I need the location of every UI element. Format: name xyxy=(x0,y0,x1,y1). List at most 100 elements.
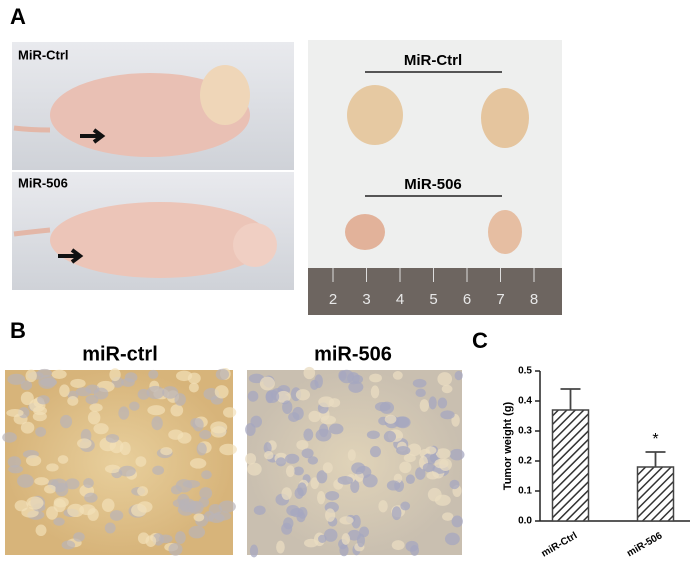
cell xyxy=(26,496,44,510)
cell xyxy=(415,388,426,398)
cell xyxy=(174,393,186,406)
ruler-label: 5 xyxy=(429,291,437,308)
cell xyxy=(7,456,22,468)
cell xyxy=(223,407,237,418)
cell xyxy=(347,449,356,461)
panel-label: B xyxy=(10,318,26,343)
cell xyxy=(188,525,206,539)
cell xyxy=(245,453,257,465)
ruler-label: 3 xyxy=(362,291,370,308)
cell xyxy=(137,388,150,400)
cell xyxy=(428,396,437,410)
cell xyxy=(315,428,332,442)
cell xyxy=(51,369,67,379)
cell xyxy=(104,464,121,474)
image-title: miR-ctrl xyxy=(82,343,158,365)
y-axis-label: Tumor weight (g) xyxy=(502,401,514,490)
cell xyxy=(425,446,437,455)
cell xyxy=(338,370,347,381)
cell xyxy=(46,506,58,520)
cell xyxy=(7,373,26,385)
cell xyxy=(437,372,453,386)
cell xyxy=(137,532,150,545)
y-tick-label: 0.2 xyxy=(518,456,532,467)
cell xyxy=(61,540,76,550)
cell xyxy=(214,385,229,399)
cell xyxy=(449,448,465,461)
cell xyxy=(419,399,430,412)
bar xyxy=(551,409,590,522)
cell xyxy=(281,522,293,535)
cell xyxy=(25,369,37,383)
tumor-photo xyxy=(308,40,562,315)
cell xyxy=(317,490,326,505)
cell xyxy=(137,486,149,497)
cell xyxy=(118,465,136,477)
cell xyxy=(8,465,24,474)
cell xyxy=(303,366,316,380)
cell xyxy=(121,377,135,387)
x-tick-label: miR-Ctrl xyxy=(540,530,580,559)
mouse-photo xyxy=(12,42,294,170)
cell xyxy=(341,533,351,545)
cell xyxy=(354,471,364,482)
cell xyxy=(296,512,306,523)
cell xyxy=(201,470,212,480)
cell xyxy=(57,455,69,464)
cell xyxy=(118,406,130,420)
cell xyxy=(407,443,422,457)
cell xyxy=(247,390,259,402)
cell xyxy=(350,479,360,493)
cell xyxy=(215,368,230,381)
cell xyxy=(351,514,361,529)
cell xyxy=(295,389,311,401)
cell xyxy=(308,410,321,423)
panel-label: C xyxy=(472,328,488,353)
cell xyxy=(53,517,65,526)
cell xyxy=(384,414,397,424)
cell xyxy=(199,429,212,440)
cell xyxy=(137,501,153,513)
cell xyxy=(67,396,79,406)
cell xyxy=(362,474,378,488)
ruler-label: 6 xyxy=(463,291,471,308)
cell xyxy=(109,368,121,382)
cell xyxy=(60,414,73,429)
cell xyxy=(264,450,274,460)
cell xyxy=(422,462,435,473)
cell xyxy=(369,373,382,383)
cell xyxy=(199,487,213,500)
cell xyxy=(391,506,402,521)
cell xyxy=(440,410,455,420)
cell xyxy=(44,484,57,494)
y-tick-label: 0.4 xyxy=(518,396,532,407)
cell xyxy=(392,371,403,380)
cell xyxy=(454,370,463,381)
y-tick-label: 0.1 xyxy=(518,486,532,497)
cell xyxy=(148,369,159,379)
cell xyxy=(129,401,140,411)
cell xyxy=(93,387,109,400)
cell xyxy=(285,465,295,478)
cell xyxy=(84,492,98,503)
cell xyxy=(104,522,116,534)
cell xyxy=(391,540,405,551)
cell xyxy=(328,423,344,435)
photo-label: MiR-Ctrl xyxy=(404,52,462,69)
cell xyxy=(412,378,427,388)
cell xyxy=(437,397,448,409)
cell xyxy=(55,482,69,497)
photo-label: MiR-506 xyxy=(18,175,68,190)
cell xyxy=(320,415,337,425)
cell xyxy=(323,528,338,542)
cell xyxy=(249,544,259,558)
cell xyxy=(405,540,419,552)
cell xyxy=(147,405,166,416)
cell xyxy=(265,389,280,403)
annotation: * xyxy=(652,431,658,448)
cell xyxy=(33,406,48,416)
cell xyxy=(59,384,70,398)
cell xyxy=(101,498,115,513)
cell xyxy=(170,404,184,417)
